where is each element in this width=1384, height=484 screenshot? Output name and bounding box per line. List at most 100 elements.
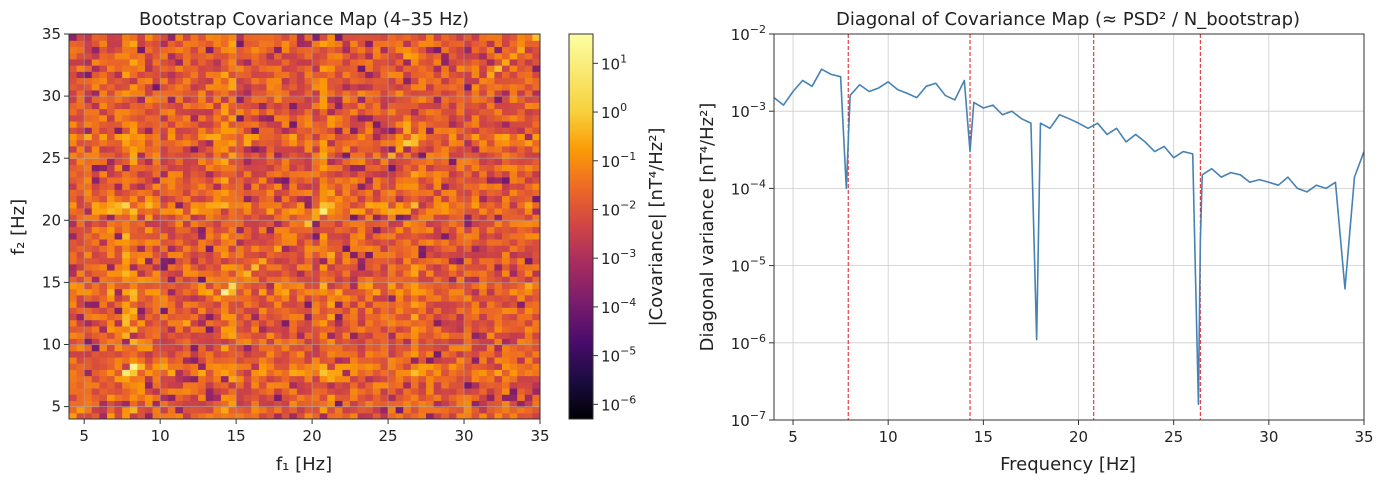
heatmap-cell: [357, 145, 366, 153]
heatmap-cell: [395, 245, 404, 252]
heatmap-cell: [403, 257, 412, 265]
heatmap-cell: [144, 96, 154, 103]
heatmap-cell: [327, 183, 336, 190]
heatmap-cell: [144, 263, 154, 271]
heatmap-cell: [342, 71, 351, 79]
heatmap-cell: [91, 294, 100, 302]
heatmap-cell: [91, 350, 100, 358]
heatmap-cell: [433, 245, 442, 252]
heatmap-cell: [190, 375, 199, 383]
heatmap-cell: [213, 220, 222, 228]
heatmap-cell: [479, 307, 488, 315]
heatmap-cell: [365, 338, 374, 346]
heatmap-cell: [524, 127, 534, 134]
heatmap-cell: [182, 52, 192, 60]
heatmap-cell: [426, 313, 435, 321]
heatmap-cell: [69, 158, 78, 166]
heatmap-cell: [137, 158, 146, 166]
heatmap-cell: [327, 356, 336, 364]
heatmap-cell: [388, 158, 397, 166]
heatmap-cell: [266, 232, 275, 240]
heatmap-cell: [486, 238, 496, 246]
heatmap-cell: [524, 40, 534, 48]
heatmap-cell: [304, 201, 313, 209]
heatmap-cell: [296, 34, 306, 41]
heatmap-cell: [433, 183, 442, 190]
heatmap-cell: [289, 313, 298, 321]
heatmap-cell: [296, 387, 306, 395]
heatmap-cell: [479, 65, 488, 72]
heatmap-cell: [167, 226, 176, 234]
heatmap-cell: [388, 238, 397, 246]
heatmap-cell: [433, 120, 442, 128]
heatmap-cell: [524, 214, 534, 221]
heatmap-cell: [365, 301, 374, 308]
heatmap-cell: [144, 245, 154, 252]
heatmap-cell: [334, 269, 344, 277]
heatmap-cell: [266, 325, 275, 333]
heatmap-cell: [76, 294, 85, 302]
heatmap-cell: [441, 201, 450, 209]
heatmap-cell: [494, 52, 503, 60]
heatmap-grid: [69, 33, 541, 419]
heatmap-cell: [448, 263, 458, 271]
heatmap-cell: [327, 350, 336, 358]
heatmap-cell: [69, 387, 78, 395]
heatmap-cell: [129, 282, 138, 290]
heatmap-cell: [342, 114, 351, 122]
colorbar-tick-label: 100: [601, 101, 627, 122]
heatmap-cell: [69, 220, 78, 228]
heatmap-cell: [509, 375, 518, 383]
heatmap-cell: [342, 282, 351, 290]
heatmap-cell: [99, 96, 108, 103]
heatmap-cell: [122, 350, 131, 358]
heatmap-cell: [486, 257, 496, 265]
heatmap-cell: [456, 102, 465, 110]
heatmap-cell: [274, 139, 283, 147]
heatmap-cell: [144, 164, 154, 172]
heatmap-cell: [220, 83, 230, 91]
heatmap-cell: [281, 301, 290, 308]
heatmap-cell: [114, 189, 123, 197]
heatmap-cell: [205, 201, 214, 209]
heatmap-cell: [502, 108, 511, 116]
heatmap-cell: [160, 207, 169, 215]
heatmap-cell: [479, 226, 488, 234]
heatmap-cell: [327, 120, 336, 128]
heatmap-cell: [479, 133, 488, 141]
heatmap-cell: [129, 96, 138, 103]
heatmap-cell: [167, 158, 176, 166]
heatmap-cell: [129, 65, 138, 72]
heatmap-cell: [380, 195, 389, 203]
heatmap-cell: [69, 369, 78, 377]
heatmap-cell: [403, 338, 412, 346]
heatmap-cell: [114, 307, 123, 315]
heatmap-cell: [524, 89, 534, 97]
heatmap-cell: [395, 338, 404, 346]
heatmap-cell: [198, 214, 207, 221]
heatmap-cell: [114, 176, 123, 184]
heatmap-cell: [426, 226, 435, 234]
heatmap-cell: [106, 114, 116, 122]
heatmap-cell: [160, 145, 169, 153]
heatmap-cell: [327, 176, 336, 184]
heatmap-cell: [106, 394, 116, 401]
heatmap-cell: [243, 375, 252, 383]
diagonal-variance-line: [774, 68, 1364, 406]
heatmap-cell: [464, 58, 473, 66]
heatmap-cell: [486, 412, 496, 419]
heatmap-cell: [312, 96, 321, 103]
heatmap-cell: [220, 40, 230, 48]
heatmap-cell: [243, 114, 252, 122]
heatmap-cell: [258, 356, 268, 364]
heatmap-cell: [198, 226, 207, 234]
heatmap-cell: [175, 189, 184, 197]
heatmap-cell: [243, 127, 252, 134]
heatmap-cell: [395, 164, 404, 172]
heatmap-cell: [198, 245, 207, 252]
heatmap-cell: [388, 170, 397, 178]
heatmap-cell: [182, 245, 192, 252]
heatmap-cell: [84, 313, 93, 321]
heatmap-cell: [228, 189, 237, 197]
heatmap-cell: [509, 356, 518, 364]
